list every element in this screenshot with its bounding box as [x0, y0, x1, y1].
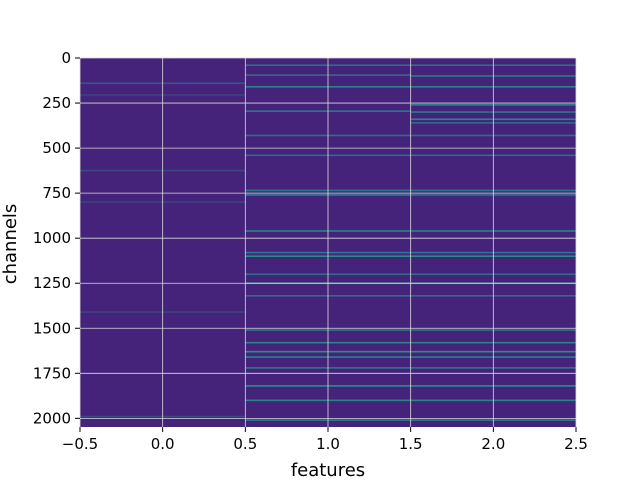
x-tick-label: 2.5	[564, 435, 588, 453]
grid-lines	[79, 57, 577, 427]
x-tick-label: 1.0	[316, 435, 340, 453]
y-tick-label: 1500	[33, 319, 71, 337]
y-tick-label: 1750	[33, 364, 71, 382]
x-tick-label: −0.5	[62, 435, 98, 453]
x-axis: −0.5 0.0 0.5 1.0 1.5 2.0 2.5	[62, 427, 588, 453]
x-tick-label: 2.0	[481, 435, 505, 453]
x-tick-label: 0.0	[151, 435, 175, 453]
y-tick-label: 500	[42, 139, 71, 157]
y-tick-label: 250	[42, 94, 71, 112]
y-tick-label: 750	[42, 184, 71, 202]
x-tick-label: 1.5	[399, 435, 423, 453]
y-tick-label: 0	[61, 49, 71, 67]
y-tick-label: 1000	[33, 229, 71, 247]
x-axis-title: features	[291, 460, 365, 480]
y-tick-label: 2000	[33, 409, 71, 427]
x-tick-label: 0.5	[233, 435, 257, 453]
y-axis-title: channels	[0, 204, 21, 285]
y-axis: 0 250 500 750 1000 1250 1500 1750 2000	[33, 49, 80, 427]
y-tick-label: 1250	[33, 274, 71, 292]
